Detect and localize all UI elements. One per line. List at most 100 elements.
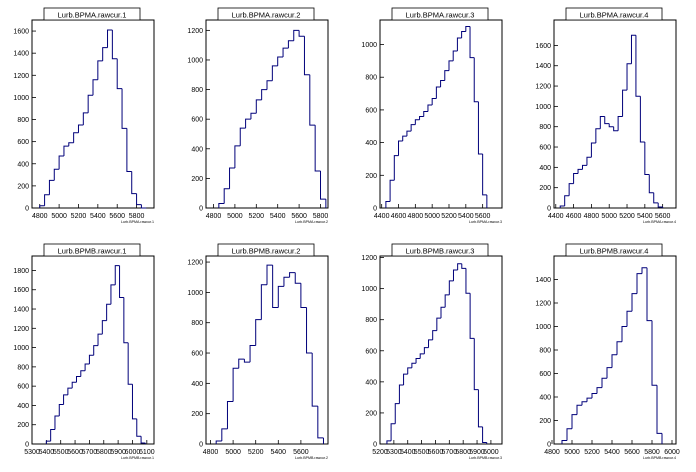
histogram-bin xyxy=(452,50,458,61)
x-tick-label: 5400 xyxy=(270,213,286,220)
x-tick-label: 4600 xyxy=(391,213,407,220)
y-tick-label: 200 xyxy=(539,418,551,425)
histogram-bin xyxy=(601,377,607,388)
title-box xyxy=(565,7,663,21)
histogram-bin xyxy=(87,94,93,113)
histogram-bin xyxy=(559,205,565,208)
y-tick-label: 1200 xyxy=(187,28,203,35)
histogram-panel-2: Lurb.BPMA.rawcur.2 0 200 400 600 800 1000 1200 4… xyxy=(187,7,329,224)
histogram-bin xyxy=(398,140,403,156)
histogram-bin xyxy=(287,40,294,49)
histogram-bin xyxy=(621,326,627,342)
histogram-bin xyxy=(581,164,587,170)
histogram-bin xyxy=(88,354,94,364)
x-tick-label: 5800 xyxy=(313,213,329,220)
histogram-bin xyxy=(423,111,428,117)
x-tick-label: 5700 xyxy=(82,449,98,456)
y-tick-label: 1200 xyxy=(13,326,29,333)
x-tick-label: 5600 xyxy=(291,213,307,220)
histogram-bin xyxy=(590,142,596,158)
histogram-bin xyxy=(111,29,118,60)
histogram-bin xyxy=(261,89,267,100)
histogram-bin xyxy=(250,112,257,120)
histogram-bin xyxy=(123,297,129,344)
histogram-bin xyxy=(576,404,582,415)
x-axis-label: Lurb.BPMA.rawcur.4 xyxy=(643,220,676,224)
y-tick-label: 1600 xyxy=(13,287,29,294)
histogram-bin xyxy=(591,392,597,399)
y-tick-label: 600 xyxy=(365,348,377,355)
chart-title: Lurb.BPMB.rawcur.4 xyxy=(580,247,649,256)
plot-frame xyxy=(553,19,677,209)
y-tick-label: 1200 xyxy=(535,301,551,308)
histogram-bin xyxy=(320,170,326,200)
histogram-bin xyxy=(92,79,98,96)
chart-title: Lurb.BPMA.rawcur.2 xyxy=(232,11,301,20)
histogram-bin xyxy=(317,406,324,439)
y-tick-label: 200 xyxy=(365,173,377,180)
histogram-bin xyxy=(394,403,400,424)
x-tick-label: 5400 xyxy=(604,449,620,456)
x-axis-label: Lurb.BPMA.rawcur.2 xyxy=(295,220,328,224)
histogram-bin xyxy=(571,414,577,429)
histogram-bins xyxy=(45,265,146,444)
histogram-bin xyxy=(432,330,437,340)
histogram-bin xyxy=(131,171,137,195)
histogram-bin xyxy=(440,79,445,88)
x-tick-label: 5000 xyxy=(601,213,617,220)
y-tick-label: 800 xyxy=(191,87,203,94)
plot-frame xyxy=(31,19,155,209)
y-tick-label: 200 xyxy=(539,185,551,192)
histogram-bin xyxy=(58,403,64,417)
histogram-bin xyxy=(406,130,412,137)
histogram-panel-1: Lurb.BPMA.rawcur.1 0 200 400 600 800 1000 1200 1… xyxy=(13,7,155,224)
x-tick-label: 5300 xyxy=(386,449,402,456)
x-tick-label: 5000 xyxy=(227,213,243,220)
histogram-bin xyxy=(457,263,462,270)
chart-title: Lurb.BPMB.rawcur.3 xyxy=(406,247,475,256)
histogram-bin xyxy=(644,141,650,175)
y-tick-label: 1000 xyxy=(187,290,203,297)
title-box xyxy=(391,243,489,257)
histogram-bin xyxy=(48,179,55,195)
x-tick-label: 5200 xyxy=(441,213,457,220)
x-tick-label: 5200 xyxy=(249,213,265,220)
histogram-bin xyxy=(657,202,663,208)
histogram-bin xyxy=(300,283,307,309)
histogram-bin xyxy=(215,440,222,444)
y-tick-label: 0 xyxy=(199,442,203,449)
plot-frame xyxy=(31,255,155,445)
histogram-bin xyxy=(461,30,466,38)
histogram-bin xyxy=(277,285,284,308)
y-tick-label: 800 xyxy=(539,124,551,131)
y-tick-label: 1200 xyxy=(535,84,551,91)
y-tick-label: 0 xyxy=(25,206,29,213)
histogram-bin xyxy=(653,192,659,204)
x-tick-label: 5000 xyxy=(225,449,241,456)
histogram-bin xyxy=(596,387,602,394)
histogram-panel-4: Lurb.BPMA.rawcur.4 0 200 400 600 800 1000 1200 1… xyxy=(535,7,677,224)
histogram-bin xyxy=(93,345,99,356)
histogram-bin xyxy=(385,200,391,208)
histogram-bin xyxy=(107,29,113,48)
histogram-bin xyxy=(245,118,251,129)
histogram-bin xyxy=(402,135,407,141)
histogram-bin xyxy=(232,367,239,402)
histogram-bin xyxy=(477,101,483,155)
x-tick-label: 5600 xyxy=(109,213,125,220)
x-tick-label: 5200 xyxy=(71,213,87,220)
histogram-bin xyxy=(586,156,592,166)
x-tick-label: 5600 xyxy=(428,449,444,456)
x-tick-label: 6100 xyxy=(139,449,155,456)
x-tick-label: 6000 xyxy=(125,449,141,456)
histogram-bin xyxy=(67,387,73,395)
histogram-bin xyxy=(298,30,305,37)
histogram-bin xyxy=(114,265,120,285)
y-tick-label: 0 xyxy=(547,442,551,449)
x-tick-label: 5800 xyxy=(455,449,471,456)
histogram-bin xyxy=(243,359,251,363)
y-tick-label: 800 xyxy=(191,320,203,327)
histogram-bin xyxy=(390,423,396,441)
